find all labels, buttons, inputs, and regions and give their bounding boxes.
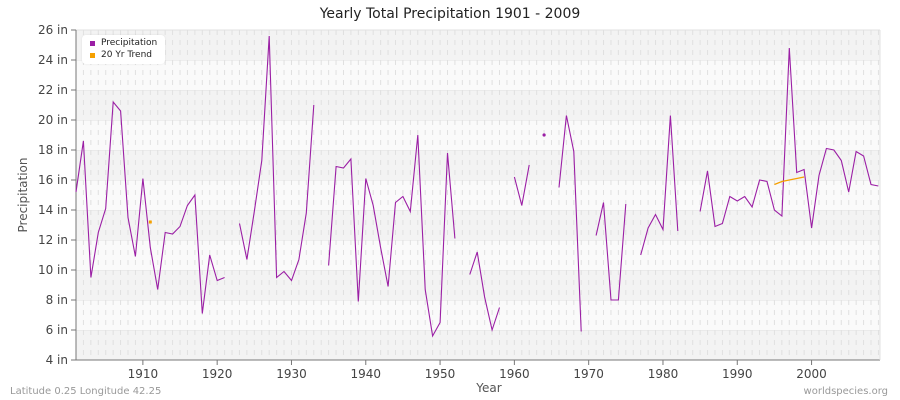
svg-text:2000: 2000 xyxy=(796,367,827,381)
svg-text:1960: 1960 xyxy=(499,367,530,381)
svg-text:1990: 1990 xyxy=(722,367,753,381)
axes xyxy=(75,30,881,361)
x-axis-ticks: 1910 1920 1930 1940 1950 1960 1970 1980 1990 2000 xyxy=(128,360,827,381)
legend-item-precipitation: Precipitation xyxy=(90,37,157,49)
svg-text:4 in: 4 in xyxy=(46,353,68,367)
legend-swatch-icon xyxy=(90,40,95,46)
y-axis-label: Precipitation xyxy=(16,157,30,232)
svg-text:24 in: 24 in xyxy=(38,53,68,67)
svg-text:12 in: 12 in xyxy=(38,233,68,247)
source-link[interactable]: worldspecies.org xyxy=(803,386,888,397)
chart-title: Yearly Total Precipitation 1901 - 2009 xyxy=(319,6,581,22)
legend-label: Precipitation xyxy=(101,38,158,48)
svg-text:1970: 1970 xyxy=(573,367,604,381)
legend-swatch-icon xyxy=(90,52,95,58)
svg-text:1910: 1910 xyxy=(128,367,159,381)
svg-text:14 in: 14 in xyxy=(38,203,68,217)
svg-text:18 in: 18 in xyxy=(38,143,68,157)
svg-text:1980: 1980 xyxy=(648,367,679,381)
svg-text:1930: 1930 xyxy=(276,367,307,381)
y-axis-ticks: 4 in 6 in 8 in 10 in 12 in 14 in 16 in 18 in 20 … xyxy=(38,23,76,367)
location-caption: Latitude 0.25 Longitude 42.25 xyxy=(10,386,162,397)
svg-text:16 in: 16 in xyxy=(38,173,68,187)
svg-text:6 in: 6 in xyxy=(46,323,68,337)
legend: Precipitation 20 Yr Trend xyxy=(82,35,166,64)
vertical-gridlines xyxy=(75,30,879,360)
svg-text:10 in: 10 in xyxy=(38,263,68,277)
svg-text:26 in: 26 in xyxy=(38,23,68,37)
legend-label: 20 Yr Trend xyxy=(101,50,153,60)
svg-text:20 in: 20 in xyxy=(38,113,68,127)
x-axis-label: Year xyxy=(475,381,501,395)
svg-text:8 in: 8 in xyxy=(46,293,68,307)
data-series xyxy=(75,35,879,338)
svg-text:1920: 1920 xyxy=(202,367,233,381)
svg-text:1950: 1950 xyxy=(425,367,456,381)
svg-text:22 in: 22 in xyxy=(38,83,68,97)
legend-item-trend: 20 Yr Trend xyxy=(90,49,157,61)
svg-text:1940: 1940 xyxy=(350,367,381,381)
